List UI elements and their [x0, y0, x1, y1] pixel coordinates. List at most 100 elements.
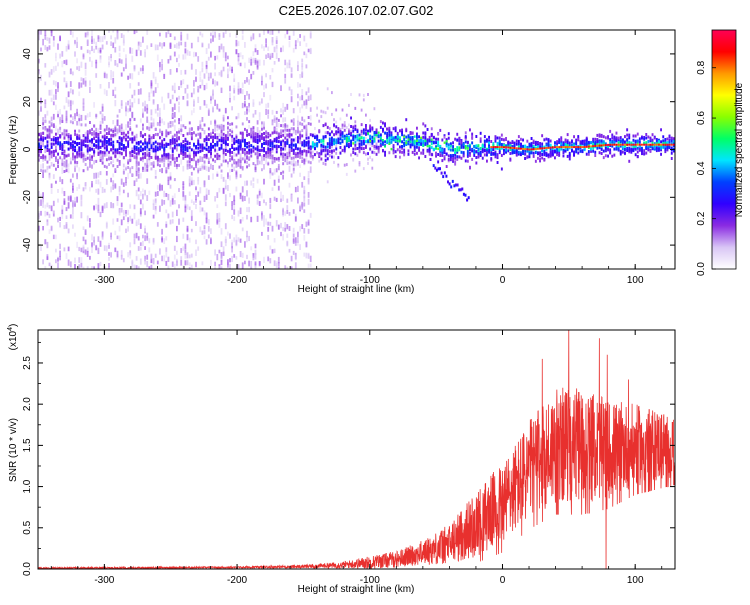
spectrogram-cell: [452, 145, 454, 149]
spectrogram-cell: [178, 62, 180, 67]
spectrogram-cell: [74, 140, 76, 144]
spectrogram-cell: [89, 86, 91, 93]
spectrogram-cell: [61, 151, 64, 155]
spectrogram-cell: [207, 157, 210, 163]
spectrogram-cell: [40, 164, 42, 169]
spectrogram-cell: [108, 256, 110, 261]
spectrogram-cell: [84, 183, 87, 190]
spectrogram-cell: [439, 154, 442, 157]
spectrogram-cell: [331, 136, 333, 140]
spectrogram-cell: [284, 153, 287, 157]
spectrogram-cell: [545, 137, 548, 141]
spectrogram-cell: [182, 246, 185, 251]
spectrogram-cell: [282, 109, 284, 115]
spectrogram-cell: [422, 135, 425, 139]
spectrogram-cell: [411, 150, 414, 154]
spectrogram-cell: [496, 146, 499, 150]
spectrogram-cell: [524, 152, 527, 156]
spectrogram-cell: [409, 136, 412, 140]
spectrogram-cell: [624, 144, 626, 148]
snr-x-label: Height of straight line (km): [298, 584, 415, 595]
spectrogram-cell: [40, 30, 42, 35]
spectrogram-cell: [190, 63, 193, 70]
spectrogram-cell: [534, 148, 537, 150]
spectrogram-cell: [445, 174, 448, 178]
spectrogram-cell: [598, 146, 601, 150]
spectrogram-cell: [309, 147, 312, 151]
spectrogram-cell: [50, 116, 53, 122]
spectrogram-cell: [227, 143, 229, 147]
spectrogram-cell: [52, 41, 55, 47]
spectrogram-cell: [167, 176, 170, 181]
spectrogram-cell: [173, 254, 176, 260]
spectrogram-cell: [598, 140, 601, 144]
spectrogram-cell: [626, 147, 629, 150]
spectrogram-cell: [84, 123, 87, 127]
spectrogram-cell: [186, 234, 189, 241]
spectrogram-cell: [38, 142, 40, 146]
spectrogram-cell: [67, 141, 70, 145]
spectrogram-cell: [350, 131, 352, 135]
spectrogram-cell: [282, 162, 285, 166]
spectrogram-cell: [541, 153, 544, 156]
spectrogram-cell: [277, 178, 280, 183]
spectrogram-cell: [167, 122, 170, 129]
spectrogram-cell: [258, 101, 261, 106]
spectrogram-cell: [195, 186, 197, 190]
spectrogram-cell: [290, 156, 293, 160]
spectrogram-cell: [543, 158, 546, 162]
spectrogram-cell: [159, 142, 161, 146]
spectrogram-cell: [222, 148, 225, 152]
spectrogram-cell: [265, 158, 267, 165]
spectrogram-cell: [95, 73, 98, 78]
spectrogram-cell: [233, 204, 236, 211]
spectrogram-cell: [133, 155, 136, 159]
spectrogram-cell: [176, 136, 178, 140]
spectrogram-cell: [604, 149, 607, 153]
spectrogram-cell: [352, 135, 355, 139]
spectrogram-cell: [190, 228, 193, 233]
spectrogram-cell: [460, 141, 463, 145]
spectrogram-cell: [405, 139, 408, 143]
spectrogram-cell: [76, 121, 78, 126]
spectrogram-cell: [275, 110, 278, 114]
spectrogram-cell: [286, 198, 289, 203]
spectrogram-cell: [231, 239, 233, 247]
spectrogram-cell: [91, 246, 93, 253]
spectrogram-cell: [101, 103, 104, 108]
spectrogram-cell: [195, 239, 197, 245]
spectrogram-cell: [97, 179, 100, 185]
spectrogram-cell: [604, 146, 607, 150]
spectrogram-cell: [469, 128, 471, 132]
spectrogram-cell: [617, 138, 620, 142]
spectrogram-cell: [146, 235, 149, 241]
spectrogram-cell: [116, 148, 119, 152]
spectrogram-cell: [156, 146, 159, 150]
spectrogram-cell: [169, 144, 172, 150]
spectrogram-cell: [114, 247, 117, 252]
spectrogram-cell: [273, 127, 276, 131]
spectrogram-cell: [55, 234, 57, 240]
spectrogram-cell: [161, 157, 164, 161]
spectrogram-cell: [539, 151, 541, 155]
spectrogram-cell: [169, 172, 172, 179]
spectrogram-cell: [488, 150, 490, 154]
spectrogram-cell: [222, 151, 225, 155]
spectrogram-cell: [199, 120, 202, 124]
spectrogram-cell: [350, 139, 352, 143]
spectrogram-cell: [195, 148, 197, 154]
spectrogram-cell: [38, 158, 40, 162]
spectrogram-cell: [203, 123, 206, 127]
spectrogram-cell: [267, 155, 270, 159]
spectrogram-cell: [636, 155, 639, 159]
spectrogram-cell: [167, 59, 170, 64]
spectrogram-cell: [271, 249, 274, 254]
spectrogram-cell: [118, 136, 121, 140]
spectrogram-cell: [197, 191, 200, 197]
spectrogram-cell: [534, 141, 537, 145]
spectrogram-cell: [122, 129, 125, 134]
spectrogram-cell: [99, 126, 102, 130]
spectrogram-cell: [452, 148, 454, 152]
spectrogram-cell: [76, 241, 78, 249]
spectrogram-cell: [307, 198, 310, 205]
